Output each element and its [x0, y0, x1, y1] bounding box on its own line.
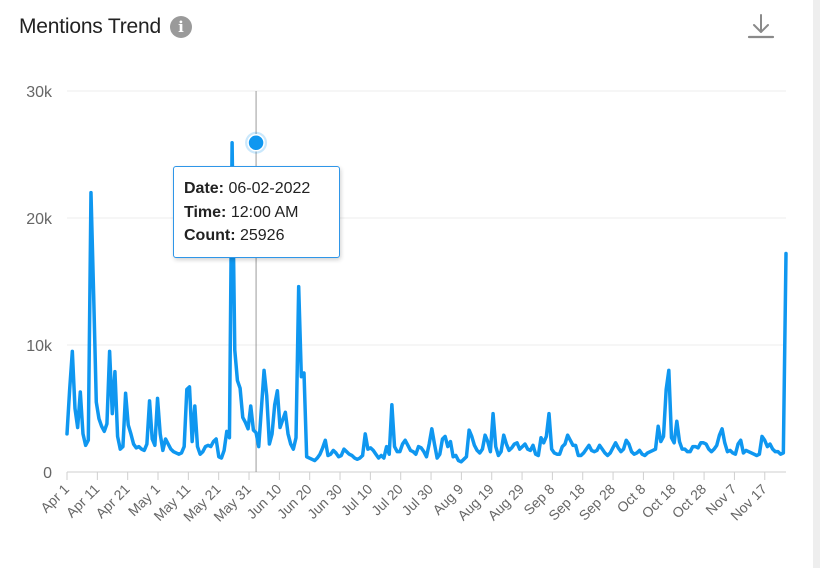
chart-header: Mentions Trend i — [19, 12, 192, 42]
data-tooltip: Date: 06-02-2022 Time: 12:00 AM Count: 2… — [173, 166, 340, 258]
panel-edge — [813, 0, 820, 568]
highlight-point — [247, 133, 265, 152]
x-tick-label: Jul 30 — [398, 481, 436, 519]
series-line — [65, 140, 788, 464]
x-tick-label: Oct 28 — [669, 481, 710, 522]
x-tick-label: Jul 10 — [338, 481, 376, 519]
download-icon[interactable] — [744, 10, 778, 44]
x-tick-label: Jul 20 — [368, 481, 406, 519]
tooltip-count-row: Count: 25926 — [184, 224, 339, 248]
x-tick-label: Jun 30 — [304, 481, 345, 522]
y-tick-label: 30k — [26, 84, 53, 101]
tooltip-date-label: Date: — [184, 180, 225, 197]
y-tick-label: 0 — [43, 465, 52, 482]
info-icon[interactable]: i — [169, 16, 192, 38]
page-title: Mentions Trend — [19, 15, 161, 38]
y-tick-label: 10k — [26, 338, 53, 355]
y-axis-ticks: 0 10k 20k 30k — [26, 84, 53, 482]
tooltip-count-label: Count: — [184, 227, 236, 244]
tooltip-time-value: 12:00 AM — [230, 203, 299, 221]
x-tick-label: Apr 21 — [92, 481, 133, 522]
marker-layer — [245, 131, 268, 154]
tooltip-time-label: Time: — [184, 203, 227, 221]
tooltip-date-row: Date: 06-02-2022 — [184, 177, 339, 201]
tooltip-time-row: Time: 12:00 AM — [184, 201, 339, 225]
grid-lines — [67, 90, 786, 473]
y-tick-label: 20k — [26, 211, 53, 228]
tooltip-count-value: 25926 — [239, 227, 285, 244]
series-layer — [65, 140, 788, 464]
tooltip-date-value: 06-02-2022 — [228, 180, 311, 197]
